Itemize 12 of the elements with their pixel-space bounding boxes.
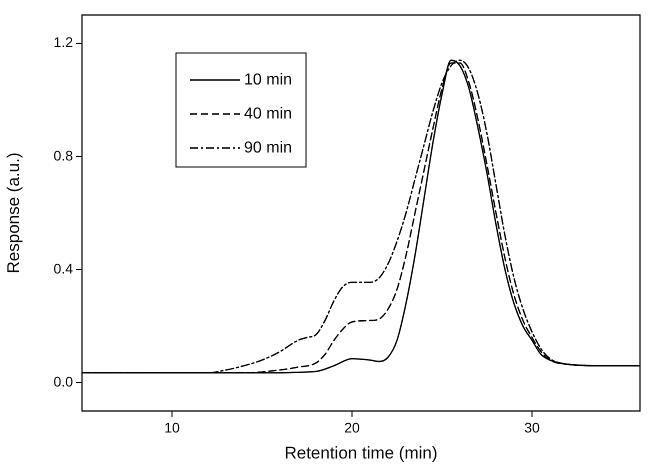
y-tick-label: 0.4	[54, 260, 74, 276]
y-tick-label: 0.8	[54, 147, 74, 164]
y-tick-label: 1.2	[54, 34, 74, 50]
y-tick-label: 0.0	[54, 374, 74, 390]
x-tick-label: 10	[164, 419, 180, 436]
y-axis-title: Response (a.u.)	[4, 152, 23, 274]
legend-label: 40 min	[244, 105, 292, 122]
legend-label: 90 min	[244, 139, 292, 156]
x-axis-title: Retention time (min)	[284, 443, 438, 462]
x-tick-label: 20	[344, 419, 360, 436]
legend-label: 10 min	[244, 71, 292, 88]
x-tick-label: 30	[524, 419, 540, 436]
